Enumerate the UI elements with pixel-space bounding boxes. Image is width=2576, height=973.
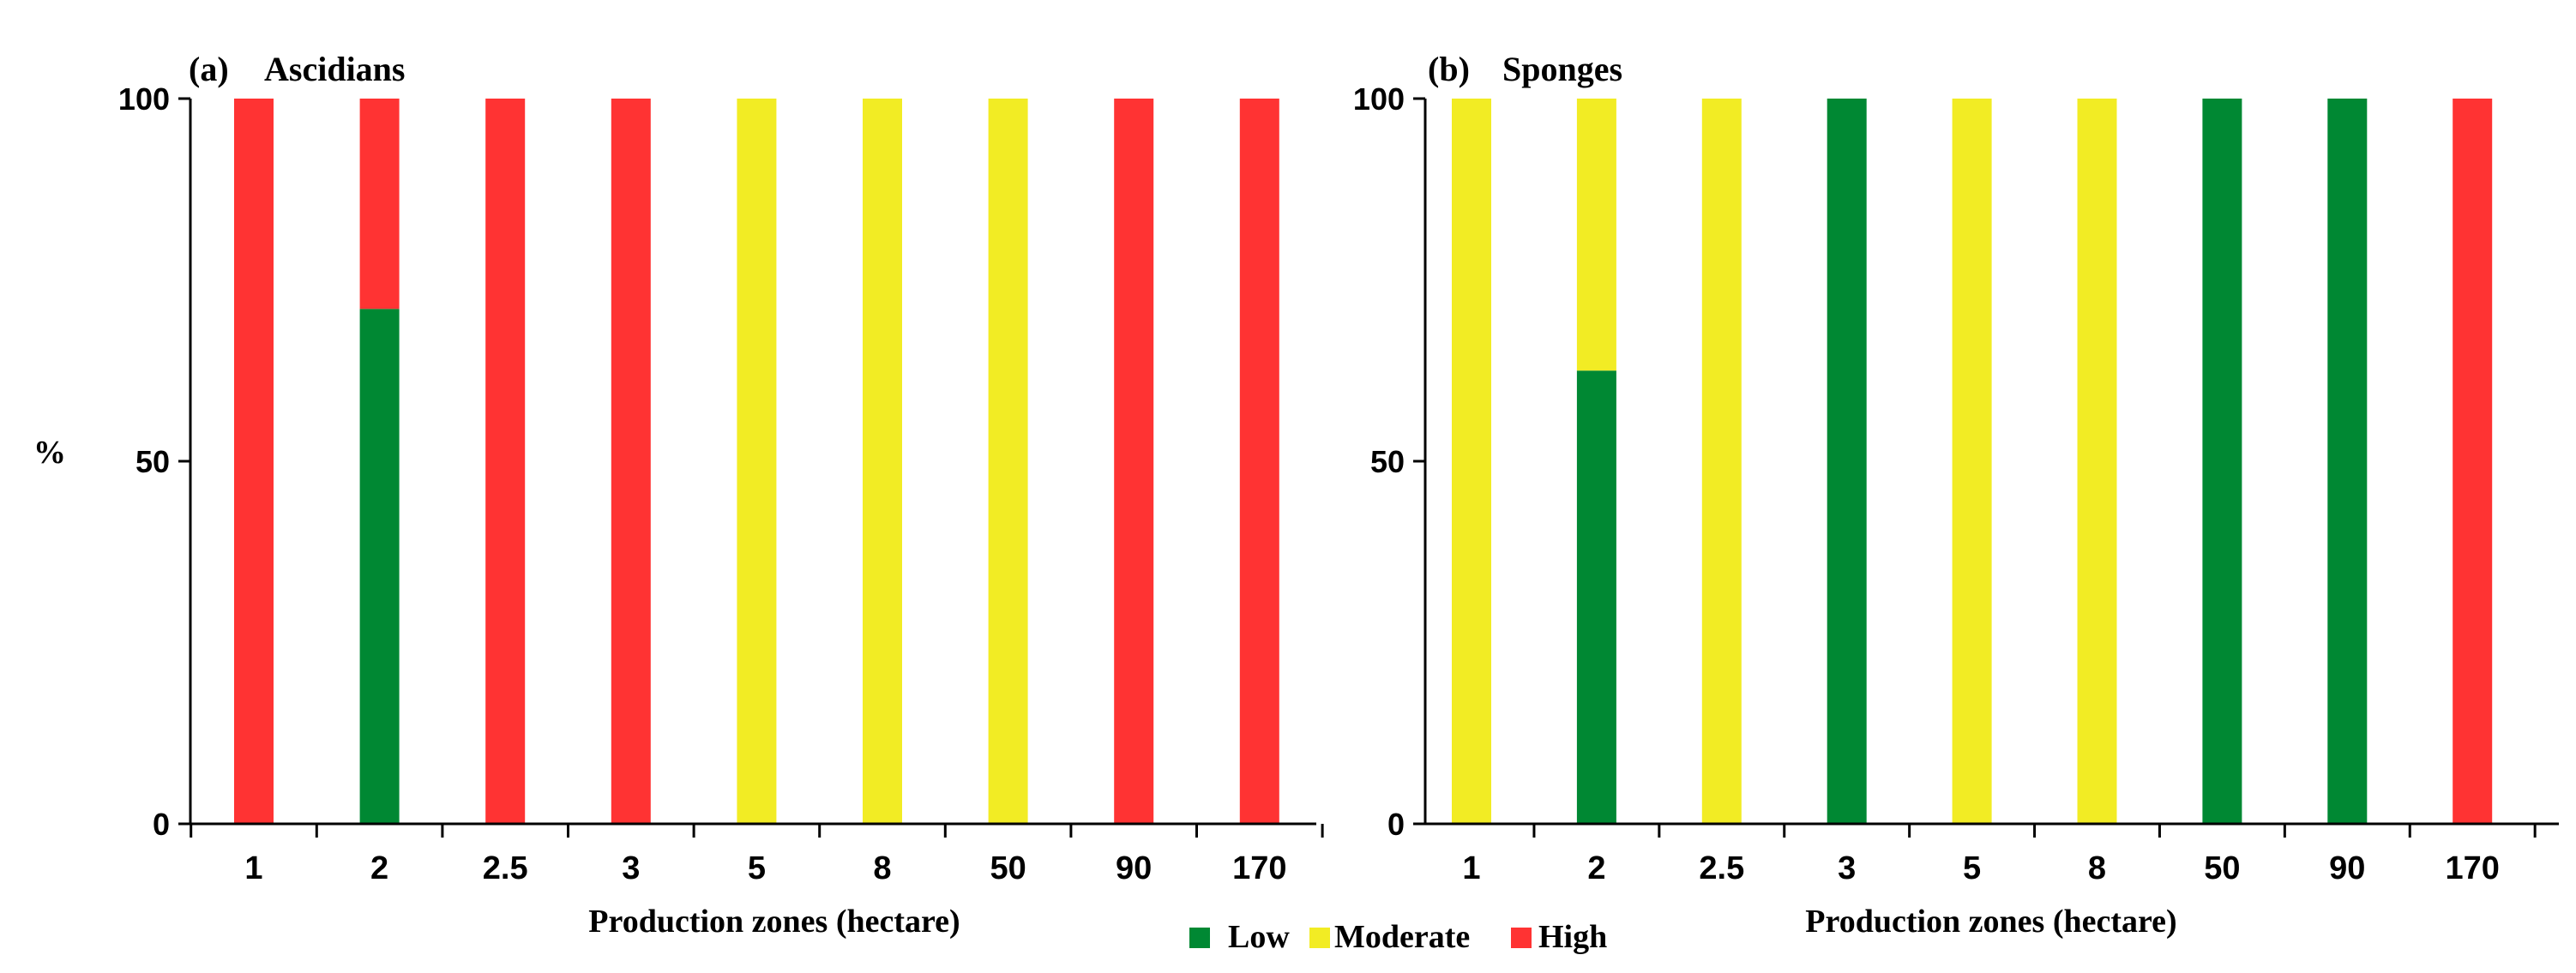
bar-a-high-2 bbox=[359, 99, 400, 309]
x-tick-label-a-1: 1 bbox=[244, 850, 262, 886]
y-tick-label-a-50: 50 bbox=[135, 444, 170, 479]
y-tick-label-b-100: 100 bbox=[1353, 81, 1405, 117]
bar-b-low-3 bbox=[1827, 99, 1867, 824]
x-tick-label-b-90: 90 bbox=[2329, 850, 2365, 886]
panel-a-title: Ascidians bbox=[264, 50, 406, 88]
bar-a-moderate-5 bbox=[737, 99, 777, 824]
bar-a-low-2 bbox=[359, 309, 400, 824]
panel-a-x-axis-label: Production zones (hectare) bbox=[588, 904, 960, 940]
x-tick-label-a-5: 5 bbox=[748, 850, 766, 886]
bar-b-moderate-2 bbox=[1576, 99, 1616, 371]
bar-a-high-3 bbox=[611, 99, 651, 824]
panel-ascidians: (a) Ascidians % 0 50 100 1 2 2.5 3 5 8 50 90 170 Pr… bbox=[33, 50, 1324, 940]
y-tick-label-b-0: 0 bbox=[1387, 807, 1405, 842]
bar-a-high-2.5 bbox=[485, 99, 526, 824]
x-tick-label-a-3: 3 bbox=[622, 850, 640, 886]
bar-a-moderate-8 bbox=[863, 99, 902, 824]
x-tick-label-b-8: 8 bbox=[2088, 850, 2106, 886]
bar-a-high-90 bbox=[1114, 99, 1154, 824]
x-tick-label-a-90: 90 bbox=[1116, 850, 1152, 886]
legend-label-low: Low bbox=[1228, 919, 1290, 955]
x-tick-label-b-3: 3 bbox=[1838, 850, 1856, 886]
x-tick-label-a-2: 2 bbox=[370, 850, 388, 886]
x-tick-label-b-50: 50 bbox=[2204, 850, 2240, 886]
x-tick-label-a-170: 170 bbox=[1232, 850, 1286, 886]
panel-a-label: (a) bbox=[189, 50, 229, 88]
bar-a-high-1 bbox=[234, 99, 274, 824]
x-tick-label-a-50: 50 bbox=[990, 850, 1026, 886]
y-axis-label: % bbox=[33, 435, 66, 471]
y-tick-label-a-0: 0 bbox=[153, 807, 170, 842]
x-tick-label-a-2.5: 2.5 bbox=[483, 850, 528, 886]
legend: Low Moderate High bbox=[1189, 919, 1607, 955]
panel-b-title: Sponges bbox=[1502, 50, 1622, 88]
y-tick-label-b-50: 50 bbox=[1370, 444, 1405, 479]
x-tick-label-a-8: 8 bbox=[873, 850, 891, 886]
panel-sponges: (b) Sponges 0 50 100 1 2 2.5 3 5 8 50 90 170 Produc… bbox=[1353, 50, 2559, 940]
bar-b-moderate-8 bbox=[2077, 99, 2117, 824]
x-tick-label-b-2: 2 bbox=[1587, 850, 1605, 886]
bar-b-moderate-2.5 bbox=[1701, 99, 1742, 824]
x-tick-label-b-170: 170 bbox=[2445, 850, 2499, 886]
y-tick-label-a-100: 100 bbox=[118, 81, 170, 117]
panel-b-x-axis-label: Production zones (hectare) bbox=[1805, 904, 2176, 940]
x-tick-label-b-1: 1 bbox=[1462, 850, 1480, 886]
bar-b-moderate-5 bbox=[1952, 99, 1992, 824]
bar-b-high-170 bbox=[2453, 99, 2493, 824]
legend-label-moderate: Moderate bbox=[1334, 919, 1470, 955]
bar-a-moderate-50 bbox=[988, 99, 1028, 824]
bar-a-high-170 bbox=[1239, 99, 1279, 824]
x-tick-label-b-5: 5 bbox=[1963, 850, 1981, 886]
bar-b-low-50 bbox=[2202, 99, 2242, 824]
x-tick-label-b-2.5: 2.5 bbox=[1699, 850, 1744, 886]
legend-swatch-moderate bbox=[1309, 928, 1330, 948]
legend-swatch-low bbox=[1189, 928, 1210, 948]
bar-b-moderate-1 bbox=[1452, 99, 1491, 824]
legend-label-high: High bbox=[1538, 919, 1607, 955]
panel-b-label: (b) bbox=[1428, 50, 1470, 88]
bar-b-low-90 bbox=[2327, 99, 2368, 824]
legend-swatch-high bbox=[1511, 928, 1532, 948]
bar-b-low-2 bbox=[1576, 370, 1616, 825]
